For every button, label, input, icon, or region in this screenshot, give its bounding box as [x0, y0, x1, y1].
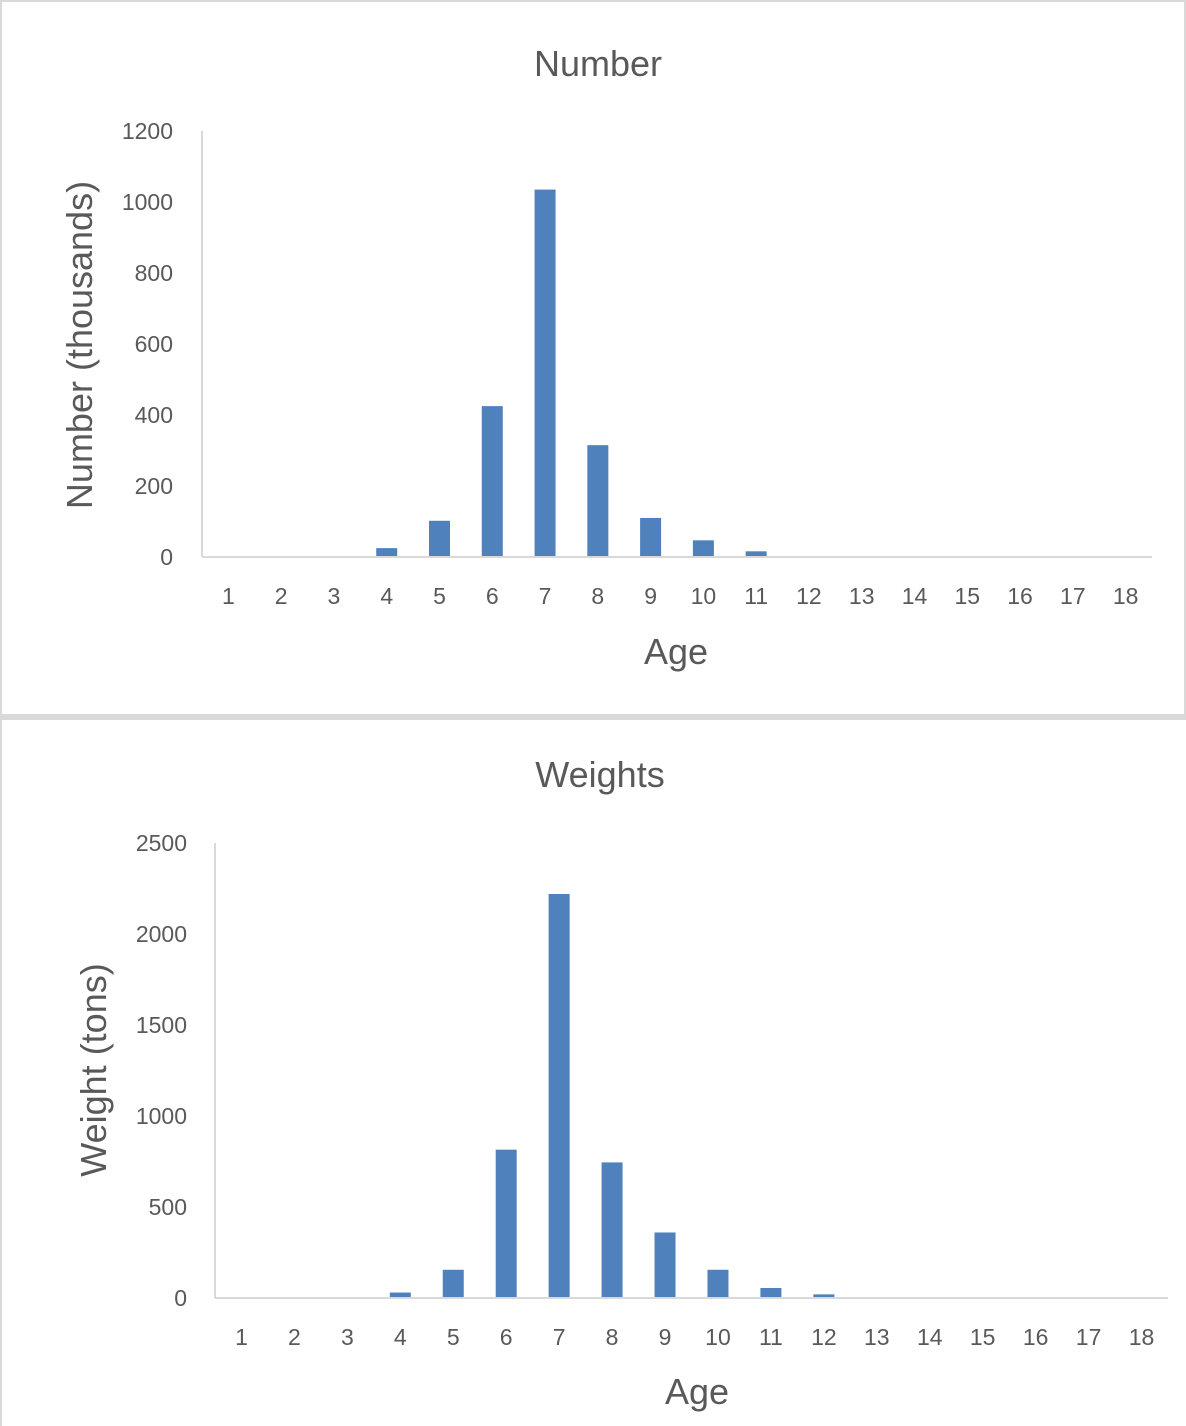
bars [376, 189, 767, 557]
x-tick-label: 5 [447, 1324, 460, 1350]
x-tick-label: 11 [759, 1324, 783, 1350]
chart-title: Weights [535, 754, 664, 795]
bar [760, 1287, 782, 1298]
x-tick-label: 15 [970, 1324, 996, 1350]
y-tick-label: 1200 [122, 118, 173, 144]
bar [534, 189, 556, 557]
x-tick-label: 16 [1023, 1324, 1049, 1350]
x-tick-labels: 1 2 3 4 5 6 7 8 9 10 11 12 13 14 15 16 17 18 [222, 583, 1138, 609]
y-tick-label: 1000 [122, 189, 173, 215]
x-tick-label: 7 [553, 1324, 566, 1350]
x-tick-label: 18 [1113, 583, 1139, 609]
chart-separator [0, 714, 1186, 720]
x-tick-label: 4 [394, 1324, 407, 1350]
bars [389, 893, 835, 1298]
x-tick-label: 9 [659, 1324, 672, 1350]
chart-title: Number [534, 43, 662, 84]
bar [548, 893, 570, 1298]
x-tick-label: 3 [328, 583, 341, 609]
x-tick-label: 12 [811, 1324, 837, 1350]
x-tick-label: 2 [288, 1324, 301, 1350]
bar [640, 517, 662, 557]
number-chart: Number Number (thousands) Age 0 200 400 600… [59, 43, 1152, 672]
x-tick-label: 10 [691, 583, 717, 609]
y-tick-label: 500 [149, 1194, 187, 1220]
x-tick-label: 14 [917, 1324, 943, 1350]
x-tick-labels: 1 2 3 4 5 6 7 8 9 10 11 12 13 14 15 16 17 18 [235, 1324, 1154, 1350]
bar [654, 1232, 676, 1298]
axes [201, 131, 1152, 558]
y-tick-label: 600 [135, 331, 173, 357]
bar [389, 1292, 411, 1298]
y-axis-label: Weight (tons) [73, 963, 114, 1176]
x-tick-label: 3 [341, 1324, 354, 1350]
bar [481, 406, 503, 557]
x-tick-label: 13 [849, 583, 875, 609]
bar [376, 548, 398, 557]
y-tick-label: 200 [135, 473, 173, 499]
x-tick-label: 12 [796, 583, 822, 609]
x-tick-label: 6 [486, 583, 499, 609]
bar [692, 540, 714, 557]
bar [429, 520, 450, 557]
axes [214, 843, 1168, 1299]
x-tick-label: 16 [1007, 583, 1033, 609]
x-tick-label: 17 [1076, 1324, 1102, 1350]
x-tick-label: 1 [235, 1324, 248, 1350]
x-tick-label: 6 [500, 1324, 513, 1350]
bar [495, 1149, 517, 1298]
y-tick-label: 0 [174, 1285, 187, 1311]
bar [601, 1162, 623, 1298]
y-tick-label: 400 [135, 402, 173, 428]
x-axis-label: Age [644, 631, 708, 672]
weights-chart: Weights Weight (tons) Age 05001000150020… [73, 754, 1168, 1412]
y-tick-label: 2000 [136, 921, 187, 947]
y-tick-labels: 0 500 1000 1500 2000 2500 [136, 830, 187, 1311]
x-tick-label: 11 [744, 583, 768, 609]
x-tick-label: 7 [539, 583, 552, 609]
bar [813, 1294, 835, 1298]
weights-chart-panel [0, 720, 1186, 1426]
x-tick-label: 14 [902, 583, 928, 609]
x-tick-label: 4 [380, 583, 393, 609]
x-tick-label: 10 [705, 1324, 731, 1350]
bar [745, 551, 767, 557]
y-tick-label: 1500 [136, 1012, 187, 1038]
x-tick-label: 17 [1060, 583, 1086, 609]
bar [707, 1269, 729, 1298]
x-tick-label: 8 [591, 583, 604, 609]
y-axis-label: Number (thousands) [59, 181, 100, 509]
y-tick-label: 800 [135, 260, 173, 286]
bar [442, 1269, 464, 1298]
bar [587, 445, 609, 557]
y-tick-label: 1000 [136, 1103, 187, 1129]
x-axis-label: Age [665, 1371, 729, 1412]
x-tick-label: 18 [1129, 1324, 1155, 1350]
x-tick-label: 5 [433, 583, 446, 609]
x-tick-label: 9 [644, 583, 657, 609]
y-tick-label: 2500 [136, 830, 187, 856]
x-tick-label: 8 [606, 1324, 619, 1350]
x-tick-label: 13 [864, 1324, 890, 1350]
y-tick-labels: 0 200 400 600 800 1000 1200 [122, 118, 173, 570]
number-chart-panel [0, 0, 1186, 716]
y-tick-label: 0 [160, 544, 173, 570]
x-tick-label: 1 [222, 583, 235, 609]
x-tick-label: 2 [275, 583, 288, 609]
x-tick-label: 15 [954, 583, 980, 609]
